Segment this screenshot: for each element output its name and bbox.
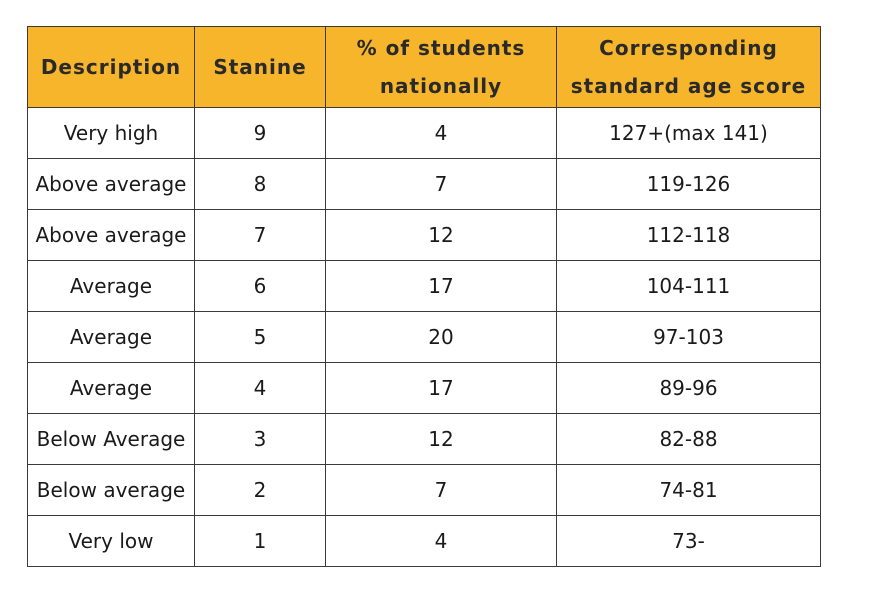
cell-percent: 7 [325, 464, 557, 516]
cell-score: 112-118 [556, 209, 821, 261]
cell-description: Average [27, 362, 195, 414]
cell-score: 73- [556, 515, 821, 567]
cell-description: Average [27, 260, 195, 312]
table-row: Average 5 20 97-103 [27, 311, 821, 363]
table-row: Above average 8 7 119-126 [27, 158, 821, 210]
cell-percent: 4 [325, 515, 557, 567]
table-row: Below average 2 7 74-81 [27, 464, 821, 516]
cell-score: 127+(max 141) [556, 107, 821, 159]
table-header: Description Stanine % of students nation… [27, 26, 821, 108]
cell-percent: 20 [325, 311, 557, 363]
cell-score: 89-96 [556, 362, 821, 414]
cell-stanine: 7 [194, 209, 326, 261]
cell-stanine: 5 [194, 311, 326, 363]
cell-stanine: 4 [194, 362, 326, 414]
cell-description: Very high [27, 107, 195, 159]
cell-percent: 12 [325, 413, 557, 465]
cell-description: Very low [27, 515, 195, 567]
cell-description: Above average [27, 158, 195, 210]
table-row: Average 6 17 104-111 [27, 260, 821, 312]
cell-stanine: 6 [194, 260, 326, 312]
cell-stanine: 2 [194, 464, 326, 516]
header-stanine-line-1: Stanine [213, 55, 307, 79]
table-row: Above average 7 12 112-118 [27, 209, 821, 261]
cell-description: Below average [27, 464, 195, 516]
cell-description: Average [27, 311, 195, 363]
cell-percent: 12 [325, 209, 557, 261]
cell-percent: 7 [325, 158, 557, 210]
cell-stanine: 1 [194, 515, 326, 567]
header-percent-students: % of students nationally [325, 26, 557, 108]
header-score-line-1: Corresponding [599, 36, 778, 60]
header-percent-line-2: nationally [379, 74, 503, 98]
cell-description: Above average [27, 209, 195, 261]
cell-description: Below Average [27, 413, 195, 465]
header-stanine: Stanine [194, 26, 326, 108]
header-description-line-1: Description [40, 55, 182, 79]
table-row: Very low 1 4 73- [27, 515, 821, 567]
cell-score: 82-88 [556, 413, 821, 465]
cell-stanine: 8 [194, 158, 326, 210]
header-row: Description Stanine % of students nation… [27, 26, 821, 108]
cell-score: 74-81 [556, 464, 821, 516]
table-row: Average 4 17 89-96 [27, 362, 821, 414]
cell-percent: 17 [325, 260, 557, 312]
table-row: Below Average 3 12 82-88 [27, 413, 821, 465]
header-standard-age-score: Corresponding standard age score [556, 26, 821, 108]
header-score-line-2: standard age score [570, 74, 807, 98]
table-body: Very high 9 4 127+(max 141) Above average 8 7 1… [27, 107, 821, 567]
cell-stanine: 9 [194, 107, 326, 159]
cell-percent: 4 [325, 107, 557, 159]
cell-score: 97-103 [556, 311, 821, 363]
header-percent-line-1: % of students [356, 36, 526, 60]
cell-score: 104-111 [556, 260, 821, 312]
cell-percent: 17 [325, 362, 557, 414]
stanine-table: Description Stanine % of students nation… [27, 26, 821, 567]
cell-score: 119-126 [556, 158, 821, 210]
table-row: Very high 9 4 127+(max 141) [27, 107, 821, 159]
header-description: Description [27, 26, 195, 108]
cell-stanine: 3 [194, 413, 326, 465]
